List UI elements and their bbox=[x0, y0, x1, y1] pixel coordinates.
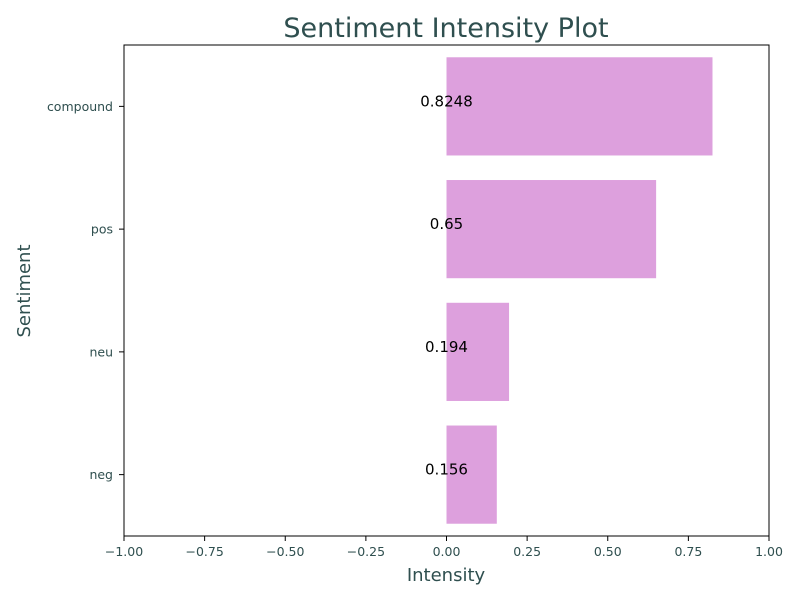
y-tick-label-neg: neg bbox=[89, 467, 113, 482]
y-axis-label: Sentiment bbox=[14, 244, 35, 337]
x-tick-label: −0.25 bbox=[347, 544, 385, 559]
y-tick-label-neu: neu bbox=[89, 344, 113, 359]
chart-title: Sentiment Intensity Plot bbox=[283, 13, 608, 44]
y-tick-label-pos: pos bbox=[91, 222, 113, 237]
data-label-neu: 0.194 bbox=[425, 338, 468, 356]
x-tick-label: 0.25 bbox=[513, 544, 541, 559]
data-label-pos: 0.65 bbox=[430, 215, 463, 233]
x-tick-label: 0.75 bbox=[674, 544, 702, 559]
data-label-compound: 0.8248 bbox=[420, 92, 473, 110]
data-labels-group: 0.8248 0.65 0.194 0.156 bbox=[420, 92, 473, 478]
bar-neu bbox=[446, 302, 510, 401]
bar-compound bbox=[446, 57, 713, 156]
x-tick-label: −0.75 bbox=[185, 544, 223, 559]
x-axis-label: Intensity bbox=[407, 565, 486, 586]
x-tick-label: 1.00 bbox=[755, 544, 783, 559]
x-tick-label: 0.00 bbox=[433, 544, 461, 559]
x-tick-label: −1.00 bbox=[105, 544, 143, 559]
bars-group bbox=[446, 57, 713, 524]
y-tick-label-compound: compound bbox=[47, 99, 113, 114]
x-ticks-group: −1.00 −0.75 −0.50 −0.25 0.00 0.25 0.50 0.75 1.00 bbox=[105, 536, 783, 559]
x-tick-label: 0.50 bbox=[594, 544, 622, 559]
x-tick-label: −0.50 bbox=[266, 544, 304, 559]
y-ticks-group: compound pos neu neg bbox=[47, 99, 124, 482]
data-label-neg: 0.156 bbox=[425, 461, 468, 479]
bar-neg bbox=[446, 425, 497, 524]
bar-pos bbox=[446, 180, 657, 279]
